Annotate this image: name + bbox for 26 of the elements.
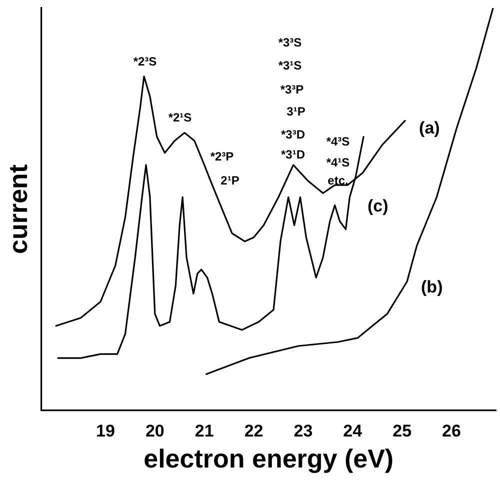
x-tick-label: 19 (96, 421, 115, 440)
annotation: 3¹P (286, 104, 306, 118)
annotation: 2¹P (220, 173, 240, 188)
x-tick-label: 26 (442, 421, 461, 440)
x-tick-label: 25 (392, 421, 412, 440)
x-tick-label: 23 (294, 421, 313, 440)
annotation: *2¹S (168, 110, 192, 124)
x-axis-title: electron energy (eV) (144, 444, 394, 474)
annotation: *2³S (133, 54, 157, 68)
annotation: etc. (328, 173, 348, 188)
annotation: *2³P (210, 149, 234, 164)
annotation: *3³P (280, 82, 304, 96)
x-tick-label: 24 (343, 421, 363, 440)
x-tick-label: 20 (145, 421, 164, 440)
annotation: *4¹S (326, 155, 350, 170)
annotation: *3¹D (280, 147, 306, 162)
y-axis-title: current (2, 164, 33, 254)
series-label: (b) (421, 277, 443, 296)
x-tick-label: 21 (194, 421, 214, 440)
annotation: *3³D (280, 127, 306, 142)
annotation: *3³S (278, 35, 302, 50)
x-tick-label: 22 (244, 421, 264, 440)
annotation: *3¹S (278, 58, 302, 72)
annotation: *4³S (326, 134, 350, 148)
series-label: (a) (419, 118, 440, 138)
series-label: (c) (368, 196, 388, 216)
